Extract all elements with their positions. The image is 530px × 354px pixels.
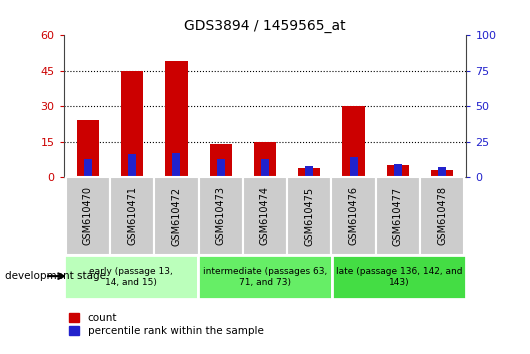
Text: late (passage 136, 142, and
143): late (passage 136, 142, and 143) [336, 267, 463, 287]
FancyBboxPatch shape [287, 177, 331, 255]
FancyBboxPatch shape [331, 177, 376, 255]
Text: GSM610470: GSM610470 [83, 187, 93, 245]
FancyBboxPatch shape [420, 177, 464, 255]
Bar [431, 170, 453, 177]
Bar [128, 154, 136, 177]
Bar [342, 106, 365, 177]
Text: GSM610475: GSM610475 [304, 186, 314, 246]
FancyBboxPatch shape [66, 177, 110, 255]
FancyBboxPatch shape [243, 177, 287, 255]
Bar [198, 255, 332, 299]
Bar [77, 120, 99, 177]
Bar [254, 142, 276, 177]
Bar [64, 255, 198, 299]
Text: development stage: development stage [5, 271, 107, 281]
Bar [298, 167, 320, 177]
Bar [121, 71, 143, 177]
FancyBboxPatch shape [154, 177, 199, 255]
FancyBboxPatch shape [199, 177, 243, 255]
Bar [394, 164, 402, 177]
Text: GSM610471: GSM610471 [127, 187, 137, 245]
FancyBboxPatch shape [110, 177, 154, 255]
Bar [332, 255, 466, 299]
Bar [387, 165, 409, 177]
Bar [261, 159, 269, 177]
FancyBboxPatch shape [376, 177, 420, 255]
Text: GSM610473: GSM610473 [216, 187, 226, 245]
Text: GSM610477: GSM610477 [393, 186, 403, 246]
Bar [84, 159, 92, 177]
Bar [350, 157, 358, 177]
Bar [438, 167, 446, 177]
Text: GSM610474: GSM610474 [260, 187, 270, 245]
Text: GSM610476: GSM610476 [349, 187, 358, 245]
Title: GDS3894 / 1459565_at: GDS3894 / 1459565_at [184, 19, 346, 33]
Text: intermediate (passages 63,
71, and 73): intermediate (passages 63, 71, and 73) [203, 267, 327, 287]
Bar [165, 61, 188, 177]
Bar [210, 144, 232, 177]
Text: GSM610478: GSM610478 [437, 187, 447, 245]
Legend: count, percentile rank within the sample: count, percentile rank within the sample [69, 313, 263, 336]
Bar [305, 166, 313, 177]
Bar [172, 153, 180, 177]
Bar [217, 159, 225, 177]
Text: early (passage 13,
14, and 15): early (passage 13, 14, and 15) [89, 267, 173, 287]
Text: GSM610472: GSM610472 [172, 186, 181, 246]
